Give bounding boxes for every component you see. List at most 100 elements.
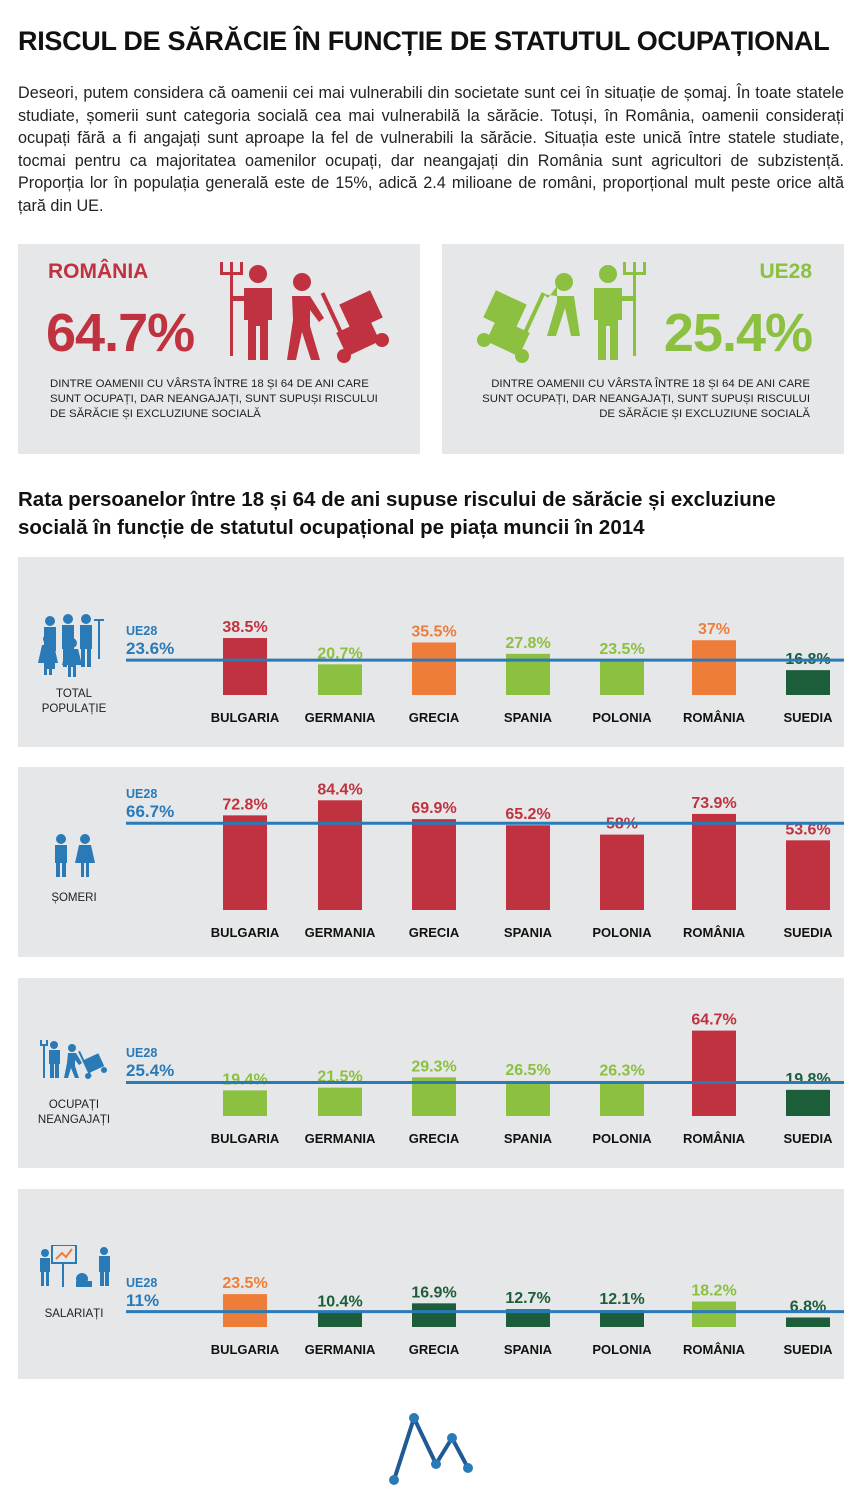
chart-subtitle: Rata persoanelor între 18 și 64 de ani s…	[18, 488, 776, 539]
category-tick-label: ROMÂNIA	[683, 710, 746, 725]
bar-suedia	[786, 1317, 830, 1327]
category-label: TOTAL POPULAȚIE	[41, 688, 107, 715]
page-title: RISCUL DE SĂRĂCIE ÎN FUNCȚIE DE STATUTUL…	[18, 26, 830, 56]
category-tick-label: GRECIA	[409, 710, 460, 725]
bar-spania	[506, 1081, 550, 1116]
chart-unemployed: ȘOMERI UE28 66.7% 72.8% BULGARIA 84.4% GERM…	[18, 767, 844, 957]
employees-icon	[40, 1245, 110, 1287]
bar-chart-svg: 23.5% BULGARIA 10.4% GERMANIA 16.9% GRECIA 12.…	[126, 1275, 844, 1357]
value-label: 53.6%	[785, 821, 830, 838]
bar-polonia	[600, 660, 644, 695]
value-label: 72.8%	[222, 796, 267, 813]
worker-farmer-icon	[477, 262, 646, 363]
bar-germania	[318, 664, 362, 695]
reference-value: 66.7%	[126, 802, 175, 822]
category-tick-label: POLONIA	[592, 925, 652, 940]
category-tick-label: SPANIA	[504, 925, 553, 940]
eu-label: UE28	[759, 260, 812, 283]
bar-grecia	[412, 642, 456, 695]
value-label: 20.7%	[317, 645, 362, 662]
chart-occupied-not-employed: OCUPAȚI NEANGAJAȚI UE28 25.4% 19.4% BULGA…	[18, 978, 844, 1168]
bar-germania	[318, 800, 362, 910]
romania-highlight-panel: ROMÂNIA 64.7% DINTRE OAMENII CU VÂRSTA Î…	[18, 244, 420, 454]
category-tick-label: BULGARIA	[211, 710, 280, 725]
value-label: 29.3%	[411, 1058, 456, 1075]
value-label: 19.4%	[222, 1071, 267, 1088]
value-label: 26.3%	[599, 1062, 644, 1079]
bar-suedia	[786, 840, 830, 910]
category-label: ȘOMERI	[51, 892, 97, 904]
category-label: OCUPAȚI NEANGAJAȚI	[37, 1099, 111, 1126]
population-group-icon	[38, 614, 104, 677]
value-label: 26.5%	[505, 1062, 550, 1079]
category-label: SALARIAȚI	[44, 1308, 104, 1320]
chart-employees: SALARIAȚI UE28 11% 23.5% BULGARIA 10.4% GER…	[18, 1189, 844, 1379]
category-tick-label: SUEDIA	[783, 1131, 833, 1146]
bar-românia	[692, 640, 736, 695]
category-tick-label: SUEDIA	[783, 1342, 833, 1357]
bar-românia	[692, 1030, 736, 1116]
bar-chart-svg: 19.4%BULGARIA21.5%GERMANIA29.3%GRECIA26.…	[126, 1012, 844, 1146]
reference-label: UE28	[126, 1046, 158, 1061]
logo-m-icon	[389, 1413, 473, 1485]
category-tick-label: BULGARIA	[211, 925, 280, 940]
category-tick-label: SPANIA	[504, 1131, 553, 1146]
category-tick-label: GRECIA	[409, 1342, 460, 1357]
value-label: 69.9%	[411, 800, 456, 817]
value-label: 16.9%	[411, 1284, 456, 1301]
value-label: 65.2%	[505, 806, 550, 823]
bar-bulgaria	[223, 815, 267, 910]
category-tick-label: SUEDIA	[783, 710, 833, 725]
reference-label: UE28	[126, 1275, 158, 1290]
category-tick-label: ROMÂNIA	[683, 925, 746, 940]
reference-label: UE28	[126, 787, 158, 802]
value-label: 10.4%	[317, 1293, 362, 1310]
category-tick-label: BULGARIA	[211, 1131, 280, 1146]
value-label: 84.4%	[317, 781, 362, 798]
chart-total-population: TOTAL POPULAȚIE UE28 23.6% 38.5% BULGARIA…	[18, 557, 844, 747]
bar-bulgaria	[223, 638, 267, 695]
romania-description: DINTRE OAMENII CU VÂRSTA ÎNTRE 18 ȘI 64 …	[50, 378, 378, 420]
romania-percentage: 64.7%	[46, 303, 195, 363]
category-tick-label: POLONIA	[592, 1131, 652, 1146]
intro-paragraph: Deseori, putem considera că oamenii cei …	[18, 84, 844, 215]
eu-percentage: 25.4%	[663, 303, 813, 363]
reference-value: 23.6%	[126, 639, 175, 659]
bar-polonia	[600, 1081, 644, 1116]
value-label: 73.9%	[691, 795, 736, 812]
unemployed-people-icon	[55, 834, 95, 877]
category-tick-label: POLONIA	[592, 1342, 652, 1357]
bar-germania	[318, 1312, 362, 1327]
category-tick-label: SUEDIA	[783, 925, 833, 940]
category-tick-label: BULGARIA	[211, 1342, 280, 1357]
category-tick-label: ROMÂNIA	[683, 1131, 746, 1146]
bar-grecia	[412, 1303, 456, 1327]
value-label: 27.8%	[505, 635, 550, 652]
bar-spania	[506, 825, 550, 910]
category-tick-label: GERMANIA	[305, 925, 376, 940]
value-label: 12.1%	[599, 1291, 644, 1308]
bar-germania	[318, 1087, 362, 1116]
value-label: 35.5%	[411, 623, 456, 640]
bar-românia	[692, 1301, 736, 1327]
value-label: 37%	[698, 621, 730, 638]
bar-suedia	[786, 670, 830, 695]
category-tick-label: SPANIA	[504, 1342, 553, 1357]
reference-value: 11%	[126, 1290, 160, 1310]
bar-spania	[506, 1309, 550, 1327]
reference-value: 25.4%	[126, 1061, 175, 1081]
value-label: 23.5%	[599, 641, 644, 658]
farmer-worker-icon	[40, 1040, 107, 1079]
eu-description: DINTRE OAMENII CU VÂRSTA ÎNTRE 18 ȘI 64 …	[482, 378, 810, 420]
value-label: 23.5%	[222, 1275, 267, 1292]
bar-polonia	[600, 834, 644, 910]
eu-highlight-panel: UE28 25.4% DINTRE OAMENII CU VÂRSTA ÎNTR…	[442, 244, 844, 454]
bar-polonia	[600, 1310, 644, 1327]
bar-grecia	[412, 819, 456, 910]
romania-label: ROMÂNIA	[48, 260, 149, 283]
bar-bulgaria	[223, 1090, 267, 1116]
value-label: 19.8%	[785, 1071, 830, 1088]
bar-românia	[692, 813, 736, 910]
reference-label: UE28	[126, 624, 158, 639]
bar-suedia	[786, 1089, 830, 1116]
